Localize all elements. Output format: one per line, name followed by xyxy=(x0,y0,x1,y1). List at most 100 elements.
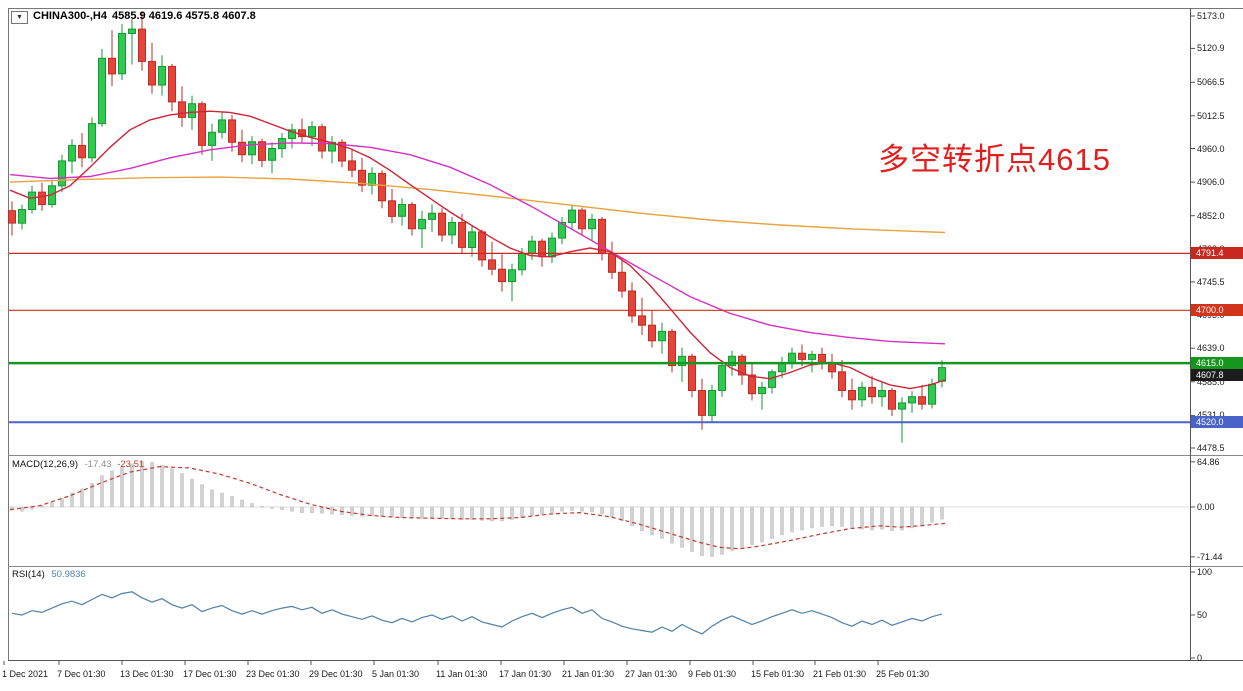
macd-axis-tick: 0.00 xyxy=(1197,502,1215,512)
candle xyxy=(818,347,826,370)
time-axis-label: 15 Feb 01:30 xyxy=(751,669,805,679)
macd-name: MACD(12,26,9) xyxy=(12,459,78,470)
candle xyxy=(58,154,66,193)
candle xyxy=(28,185,36,214)
candle xyxy=(748,363,756,401)
time-axis-label: 25 Feb 01:30 xyxy=(876,669,930,679)
candle xyxy=(388,188,396,224)
price-axis-tick: 5066.5 xyxy=(1197,77,1225,87)
candle xyxy=(648,310,656,348)
candle xyxy=(488,241,496,276)
price-axis-tick: 4960.0 xyxy=(1197,144,1225,154)
candle xyxy=(428,204,436,232)
candle xyxy=(148,42,156,94)
candle xyxy=(258,138,266,168)
time-axis-label: 9 Feb 01:30 xyxy=(688,669,737,679)
rsi-axis-tick: 0 xyxy=(1197,653,1203,663)
time-axis-label: 11 Jan 01:30 xyxy=(436,669,488,679)
candle xyxy=(8,201,16,236)
ohlc-values: 4585.9 4619.6 4575.8 4607.8 xyxy=(112,10,256,22)
candle xyxy=(128,19,136,65)
candle xyxy=(738,353,746,385)
candle xyxy=(78,133,86,168)
macd-main-value: -17.43 xyxy=(84,459,112,470)
time-axis-label: 17 Dec 01:30 xyxy=(183,669,237,679)
candle xyxy=(338,139,346,168)
price-axis-tick: 4639.0 xyxy=(1197,343,1225,353)
symbol-dropdown-button[interactable]: ▼ xyxy=(11,11,28,24)
candle xyxy=(908,391,916,413)
candle xyxy=(248,136,256,165)
macd-signal-line xyxy=(9,465,946,550)
price-line-tag: 4791.4 xyxy=(1191,247,1243,259)
candle xyxy=(328,136,336,164)
price-line-tag: 4615.0 xyxy=(1191,357,1243,369)
candle xyxy=(538,238,546,267)
candle xyxy=(408,202,416,236)
candle xyxy=(98,49,106,127)
candle xyxy=(588,213,596,242)
rsi-value: 50.9836 xyxy=(51,569,86,580)
price-axis-tick: 4531.0 xyxy=(1197,410,1225,420)
candle xyxy=(478,229,486,267)
candle xyxy=(688,353,696,398)
ma-fast-line xyxy=(9,110,946,390)
candle xyxy=(448,216,456,245)
candle xyxy=(308,121,316,146)
candle xyxy=(208,123,216,161)
candle xyxy=(858,381,866,407)
candle xyxy=(788,347,796,369)
candle xyxy=(568,204,576,230)
time-axis-label: 7 Dec 01:30 xyxy=(57,669,106,679)
dropdown-arrow-icon: ▼ xyxy=(16,14,23,21)
time-axis-label: 17 Jan 01:30 xyxy=(499,669,552,679)
candle xyxy=(678,347,686,382)
candle xyxy=(668,328,676,373)
candle xyxy=(578,207,586,236)
macd-axis-tick: 64.86 xyxy=(1197,457,1220,467)
rsi-axis-tick: 50 xyxy=(1197,610,1208,620)
candle xyxy=(138,11,146,71)
rsi-label: RSI(14) 50.9836 xyxy=(12,569,86,580)
candle xyxy=(458,213,466,255)
candle xyxy=(398,198,406,226)
candle xyxy=(558,216,566,245)
price-axis-tick: 5012.5 xyxy=(1197,111,1225,121)
candle xyxy=(498,254,506,292)
annotation-text: 多空转折点4615 xyxy=(878,142,1111,177)
candle xyxy=(228,114,236,152)
candle xyxy=(658,322,666,354)
price-axis-tick: 4478.5 xyxy=(1197,443,1225,453)
chart-title: CHINA300-,H4 4585.9 4619.6 4575.8 4607.8 xyxy=(33,10,258,22)
candle xyxy=(708,384,716,423)
candle xyxy=(608,241,616,280)
candle xyxy=(468,226,476,257)
candle xyxy=(358,157,366,193)
candle xyxy=(638,297,646,336)
candle xyxy=(278,133,286,158)
candle xyxy=(178,86,186,127)
candle xyxy=(68,139,76,174)
candle xyxy=(768,369,776,394)
price-line-tag: 4700.0 xyxy=(1191,304,1243,316)
candle xyxy=(378,170,386,209)
price-axis-tick: 4906.0 xyxy=(1197,177,1225,187)
candle xyxy=(368,167,376,195)
time-axis-label: 5 Jan 01:30 xyxy=(372,669,420,679)
candle xyxy=(918,384,926,410)
candle xyxy=(848,378,856,410)
candle xyxy=(18,204,26,230)
ma-slow-line xyxy=(9,176,946,234)
time-axis-label: 21 Feb 01:30 xyxy=(813,669,867,679)
candle xyxy=(108,30,116,87)
price-line-tag: 4607.8 xyxy=(1191,369,1243,381)
macd-axis-tick: -71.44 xyxy=(1197,552,1223,562)
candle xyxy=(168,63,176,112)
candle xyxy=(268,142,276,174)
time-axis-label: 1 Dec 2021 xyxy=(2,669,49,679)
price-axis-tick: 5173.0 xyxy=(1197,11,1225,21)
candle xyxy=(548,232,556,263)
candle xyxy=(118,24,126,81)
